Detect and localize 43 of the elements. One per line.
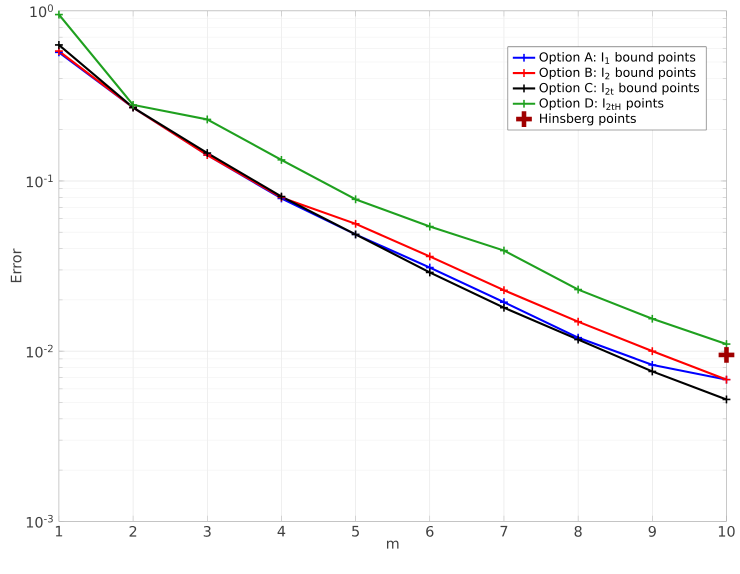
point bbox=[499, 286, 509, 296]
y-axis-title: Error bbox=[10, 248, 22, 282]
point bbox=[202, 114, 212, 124]
point bbox=[573, 285, 583, 294]
point bbox=[425, 222, 434, 232]
point bbox=[202, 148, 212, 158]
y-tick-label: 10$^{-1}$ bbox=[26, 174, 53, 188]
point bbox=[425, 252, 434, 262]
legend-label: Option C: I$_{2t}$ bound points bbox=[540, 82, 700, 95]
point bbox=[648, 346, 658, 356]
x-tick-label: 8 bbox=[574, 526, 582, 537]
point bbox=[722, 340, 732, 349]
x-tick-label: 6 bbox=[426, 526, 434, 537]
x-tick-label: 2 bbox=[130, 526, 136, 537]
x-tick-label: 4 bbox=[278, 526, 286, 537]
point bbox=[499, 303, 509, 313]
x-tick-label: 10 bbox=[718, 526, 735, 537]
legend-label: Option B: I$_{2}$ bound points bbox=[540, 68, 696, 80]
point bbox=[276, 155, 286, 165]
x-tick-label: 7 bbox=[500, 526, 508, 537]
point bbox=[648, 360, 658, 370]
point bbox=[350, 194, 360, 204]
point bbox=[350, 219, 360, 229]
point bbox=[425, 268, 434, 278]
x-tick-label: 5 bbox=[352, 526, 359, 537]
legend-label: Option D: I$_{2tH}$ points bbox=[540, 98, 664, 110]
x-axis-title: m bbox=[386, 540, 398, 549]
point bbox=[573, 317, 583, 327]
x-tick-label: 3 bbox=[204, 526, 211, 537]
y-tick-label: 10$^{0}$ bbox=[30, 4, 53, 18]
point bbox=[648, 314, 658, 324]
legend-label: Hinsberg points bbox=[540, 114, 636, 126]
point bbox=[722, 394, 732, 404]
y-tick-label: 10$^{-2}$ bbox=[26, 344, 53, 358]
point bbox=[128, 100, 138, 110]
point bbox=[54, 40, 64, 50]
x-tick-label: 9 bbox=[648, 526, 656, 537]
point bbox=[54, 10, 64, 20]
x-tick-label: 1 bbox=[56, 526, 62, 537]
legend-label: Option A: I$_{1}$ bound points bbox=[540, 52, 696, 64]
y-tick-label: 10$^{-3}$ bbox=[26, 515, 53, 528]
point bbox=[648, 366, 658, 376]
point bbox=[499, 246, 509, 256]
